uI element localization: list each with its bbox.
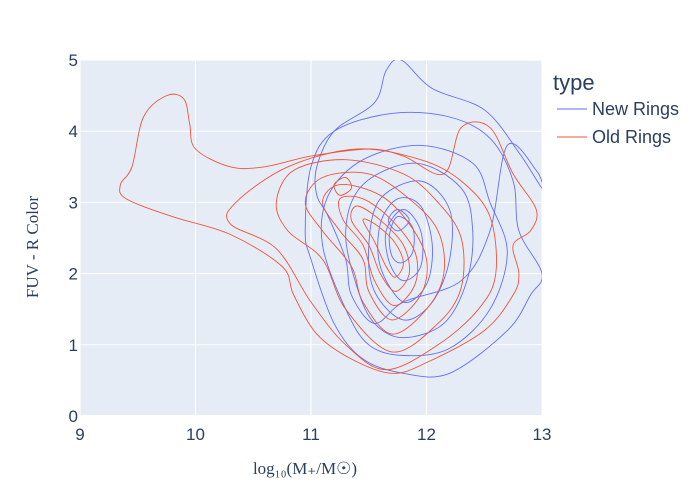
- x-axis-ticks: 9 10 11 12 13: [75, 425, 551, 444]
- contour-line: [377, 197, 433, 304]
- contour-line: [350, 205, 410, 292]
- x-axis-title: log₁₀(M₊/M☉): [253, 459, 357, 478]
- contour-line: [345, 162, 474, 339]
- legend-label-old-rings: Old Rings: [592, 127, 671, 147]
- x-tick-label: 12: [417, 425, 436, 444]
- series-new-rings: [304, 60, 542, 378]
- contour-line: [338, 195, 419, 307]
- y-tick-label: 3: [69, 193, 78, 212]
- x-tick-label: 9: [75, 425, 84, 444]
- x-tick-label: 10: [186, 425, 205, 444]
- y-tick-label: 1: [69, 336, 78, 355]
- y-tick-label: 5: [69, 51, 78, 70]
- x-tick-label: 13: [533, 425, 552, 444]
- y-tick-label: 4: [69, 122, 78, 141]
- contour-line: [384, 209, 424, 282]
- legend: type New Rings Old Rings: [553, 70, 679, 147]
- y-axis-title: FUV - R Color: [23, 196, 42, 299]
- legend-label-new-rings: New Rings: [592, 99, 679, 119]
- contour-line: [304, 111, 542, 378]
- y-tick-label: 2: [69, 265, 78, 284]
- contour-line: [226, 148, 497, 371]
- contour-line: [362, 218, 404, 278]
- y-tick-label: 0: [69, 407, 78, 426]
- series-old-rings: [119, 93, 538, 374]
- legend-title: type: [553, 70, 595, 95]
- contour-layer: [119, 60, 542, 378]
- contour-line: [388, 216, 415, 264]
- y-axis-ticks: 0 1 2 3 4 5: [69, 51, 78, 426]
- contour-line: [322, 183, 428, 321]
- grid-lines: [79, 59, 543, 417]
- contour-line: [333, 177, 353, 196]
- legend-item-old-rings[interactable]: Old Rings: [557, 127, 671, 147]
- legend-item-new-rings[interactable]: New Rings: [557, 99, 679, 119]
- contour-line: [119, 93, 538, 374]
- contour-line: [314, 60, 542, 324]
- contour-line: [304, 171, 446, 335]
- contour-line: [275, 159, 465, 353]
- x-tick-label: 11: [302, 425, 320, 444]
